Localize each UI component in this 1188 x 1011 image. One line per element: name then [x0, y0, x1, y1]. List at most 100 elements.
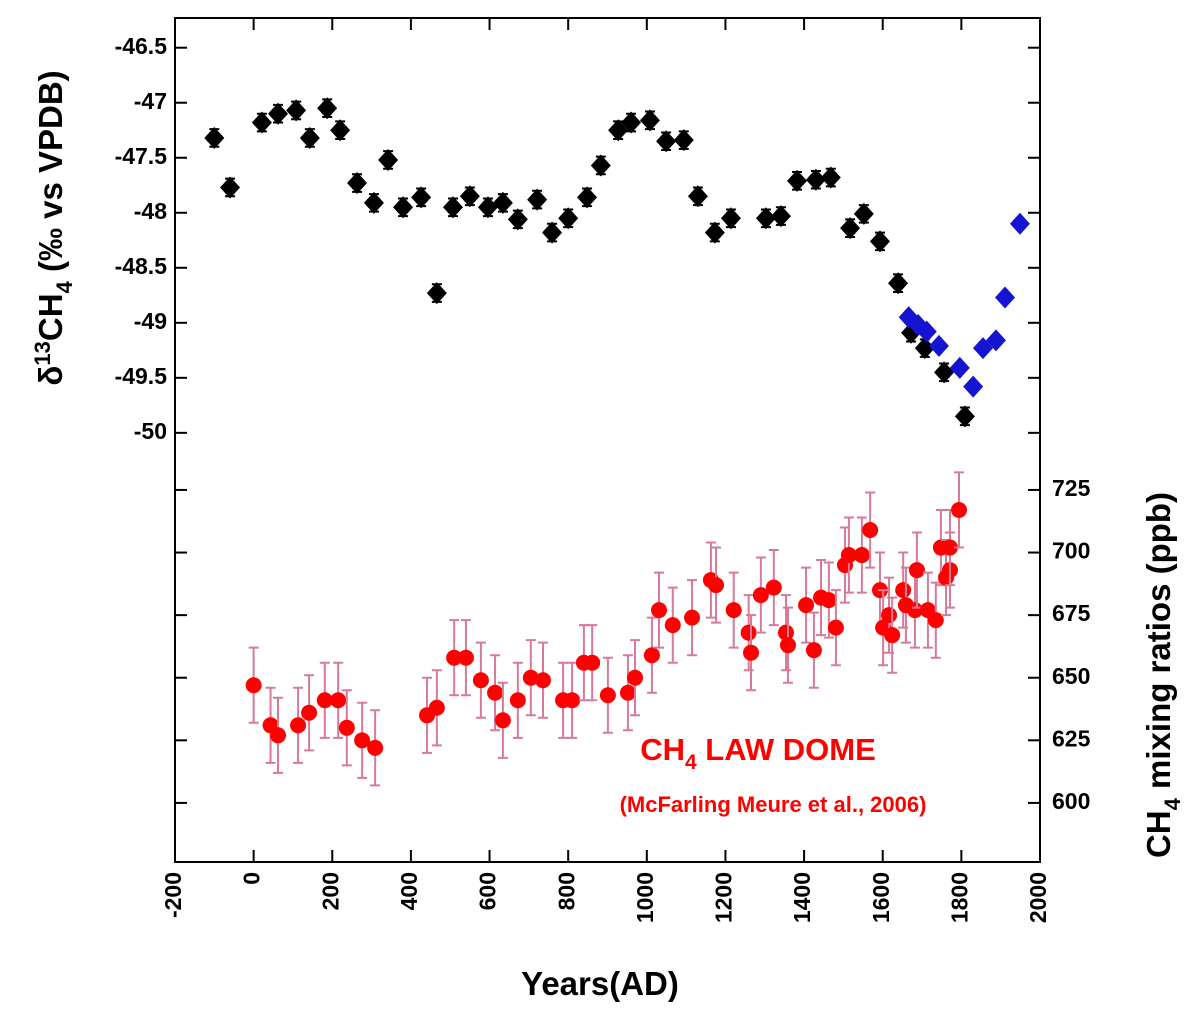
point	[299, 126, 320, 149]
point	[584, 654, 601, 671]
y-tick-label: -47	[134, 88, 167, 114]
x-tick-label: 1200	[711, 872, 737, 923]
point	[853, 547, 870, 564]
point	[827, 619, 844, 636]
point	[949, 356, 970, 379]
x-tick-label: 600	[475, 872, 501, 910]
x-axis-label: Years(AD)	[521, 965, 679, 1002]
point	[643, 647, 660, 664]
point	[708, 577, 725, 594]
y2-label-part: mixing ratios (ppb)	[1140, 492, 1177, 798]
point	[411, 186, 432, 209]
point	[963, 375, 984, 398]
y2-tick-label: 600	[1052, 788, 1090, 814]
point	[673, 129, 694, 152]
point	[927, 612, 944, 629]
point	[888, 272, 909, 295]
point	[820, 592, 837, 609]
y2-tick-label: 675	[1052, 600, 1091, 626]
point	[787, 169, 808, 192]
plot-frame	[174, 17, 1041, 863]
y-axis-label: δ13CH4 (‰ vs VPDB)	[30, 70, 77, 385]
point	[564, 692, 581, 709]
y-tick-label: -50	[134, 418, 167, 444]
point	[881, 607, 898, 624]
point	[684, 609, 701, 626]
point	[507, 208, 528, 231]
x-tick-label: 0	[239, 872, 265, 885]
point	[779, 637, 796, 654]
point	[590, 154, 611, 177]
point	[316, 692, 333, 709]
point	[906, 602, 923, 619]
point	[916, 320, 937, 343]
point	[740, 624, 757, 641]
x-tick-label: 1400	[789, 872, 815, 923]
annotation-sub: 4	[685, 751, 697, 774]
point	[778, 624, 795, 641]
annotation-part: LAW DOME	[697, 732, 876, 767]
point	[840, 547, 857, 564]
y-label-sup: 13	[30, 341, 55, 365]
point	[884, 627, 901, 644]
point	[720, 207, 741, 230]
point	[330, 692, 347, 709]
x-tick-label: 400	[396, 872, 422, 910]
point	[752, 587, 769, 604]
point	[487, 684, 504, 701]
y-tick-label: -48.5	[115, 253, 168, 279]
point	[426, 282, 447, 305]
y-tick-label: -48	[134, 198, 167, 224]
annotation: CH4 LAW DOME	[640, 732, 876, 774]
point	[639, 109, 660, 132]
point	[895, 582, 912, 599]
point	[765, 579, 782, 596]
point	[656, 130, 677, 153]
point	[869, 230, 890, 253]
x-tick-label: 1000	[632, 872, 658, 923]
x-tick-label: 1600	[868, 872, 894, 923]
point	[558, 207, 579, 230]
point	[459, 185, 480, 208]
y-label-part: CH	[32, 293, 69, 341]
point	[619, 684, 636, 701]
point	[367, 739, 384, 756]
point	[522, 669, 539, 686]
annotation-source: (McFarling Meure et al., 2006)	[620, 792, 927, 817]
point	[477, 196, 498, 219]
point	[442, 196, 463, 219]
y2-tick-label: 625	[1052, 725, 1091, 751]
point	[446, 649, 463, 666]
point	[755, 207, 776, 230]
point	[492, 191, 513, 214]
point	[599, 687, 616, 704]
point	[687, 185, 708, 208]
x-tick-label: 200	[317, 872, 343, 910]
point	[798, 597, 815, 614]
y2-tick-label: 700	[1052, 538, 1090, 564]
point	[651, 602, 668, 619]
y2-tick-label: 650	[1052, 663, 1090, 689]
point	[354, 732, 371, 749]
point	[914, 337, 935, 360]
point	[509, 692, 526, 709]
point	[245, 677, 262, 694]
y-tick-label: -47.5	[115, 143, 168, 169]
point	[204, 126, 225, 149]
point	[985, 329, 1006, 352]
point	[934, 361, 955, 384]
point	[941, 539, 958, 556]
point	[951, 501, 968, 518]
point	[853, 202, 874, 225]
x-tick-label: 1800	[946, 872, 972, 923]
point	[621, 111, 642, 134]
y2-label-sub: 4	[1160, 797, 1185, 810]
point	[805, 168, 826, 191]
y-label-part: (‰ vs VPDB)	[32, 70, 69, 281]
point	[428, 699, 445, 716]
point	[330, 119, 351, 142]
point	[954, 405, 975, 428]
point	[494, 712, 511, 729]
y2-axis-label: CH4 mixing ratios (ppb)	[1140, 492, 1185, 858]
